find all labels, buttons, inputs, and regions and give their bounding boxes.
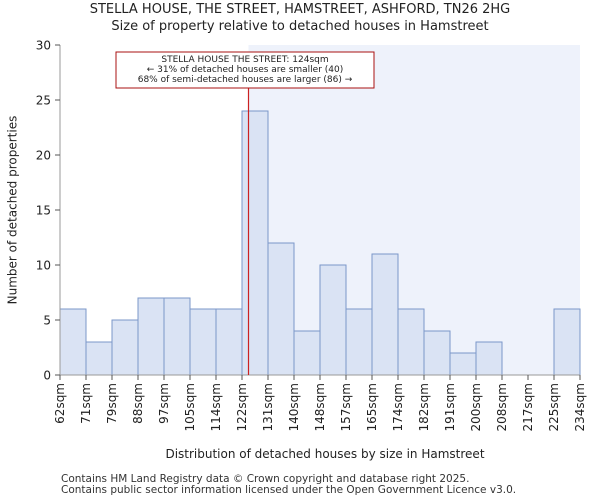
annotation-border — [115, 51, 375, 89]
y-axis-label: Number of detached properties — [6, 116, 20, 305]
x-tick-label: 122sqm — [235, 383, 249, 431]
x-tick-label: 140sqm — [287, 383, 301, 431]
x-tick-label: 157sqm — [339, 383, 353, 431]
x-axis-label: Distribution of detached houses by size … — [165, 447, 484, 461]
histogram-bar — [397, 308, 425, 376]
annotation-line-3: 68% of semi-detached houses are larger (… — [138, 75, 353, 85]
histogram-bar — [319, 264, 347, 376]
histogram-chart: 0 5 10 15 20 25 30 62sqm 71sqm 79sqm 88sqm 97sqm 105… — [6, 39, 588, 462]
histogram-bar — [59, 308, 87, 376]
x-tick-label: 234sqm — [573, 383, 587, 431]
y-tick-label: 20 — [36, 149, 51, 163]
x-tick-label: 174sqm — [391, 383, 405, 431]
histogram-bar — [111, 319, 139, 376]
x-tick-label: 97sqm — [157, 383, 171, 424]
y-tick-label: 25 — [36, 94, 51, 108]
annotation-line-2: ← 31% of detached houses are smaller (40… — [147, 65, 344, 75]
annotation-line-1: STELLA HOUSE THE STREET: 124sqm — [161, 55, 328, 65]
y-tick-label: 10 — [36, 259, 51, 273]
y-tick-label: 30 — [36, 39, 51, 53]
x-tick-label: 131sqm — [261, 383, 275, 431]
histogram-bar — [85, 341, 113, 376]
x-tick-label: 71sqm — [79, 383, 93, 424]
histogram-bar — [553, 308, 581, 376]
x-tick-label: 208sqm — [495, 383, 509, 431]
y-tick-label: 5 — [43, 314, 51, 328]
y-tick-label: 0 — [43, 369, 51, 383]
x-tick-label: 225sqm — [547, 383, 561, 431]
histogram-bar — [371, 253, 399, 376]
chart-title: STELLA HOUSE, THE STREET, HAMSTREET, ASH… — [89, 2, 511, 17]
x-tick-label: 105sqm — [183, 383, 197, 431]
x-tick-label: 200sqm — [469, 383, 483, 431]
x-tick-label: 88sqm — [131, 383, 145, 424]
y-tick-label: 15 — [36, 204, 51, 218]
histogram-bar — [475, 341, 503, 376]
annotation-box: STELLA HOUSE THE STREET: 124sqm ← 31% of… — [115, 51, 375, 89]
x-tick-label: 148sqm — [313, 383, 327, 431]
histogram-bar — [241, 110, 269, 376]
histogram-bar — [345, 308, 373, 376]
histogram-bar — [293, 330, 321, 376]
histogram-bar — [423, 330, 451, 376]
x-tick-label: 182sqm — [417, 383, 431, 431]
footer-line-1: Contains HM Land Registry data © Crown c… — [61, 473, 470, 485]
x-tick-label: 79sqm — [105, 383, 119, 424]
histogram-bar — [189, 308, 217, 376]
x-tick-label: 165sqm — [365, 383, 379, 431]
footer-line-2: Contains public sector information licen… — [61, 484, 517, 496]
histogram-bar — [449, 352, 477, 376]
x-tick-label: 62sqm — [53, 383, 67, 424]
x-tick-label: 217sqm — [521, 383, 535, 431]
histogram-bar — [163, 297, 191, 376]
histogram-bar — [267, 242, 295, 376]
x-tick-label: 191sqm — [443, 383, 457, 431]
histogram-bar — [137, 297, 165, 376]
histogram-bar — [215, 308, 243, 376]
chart-subtitle: Size of property relative to detached ho… — [111, 19, 489, 34]
x-tick-label: 114sqm — [209, 383, 223, 431]
